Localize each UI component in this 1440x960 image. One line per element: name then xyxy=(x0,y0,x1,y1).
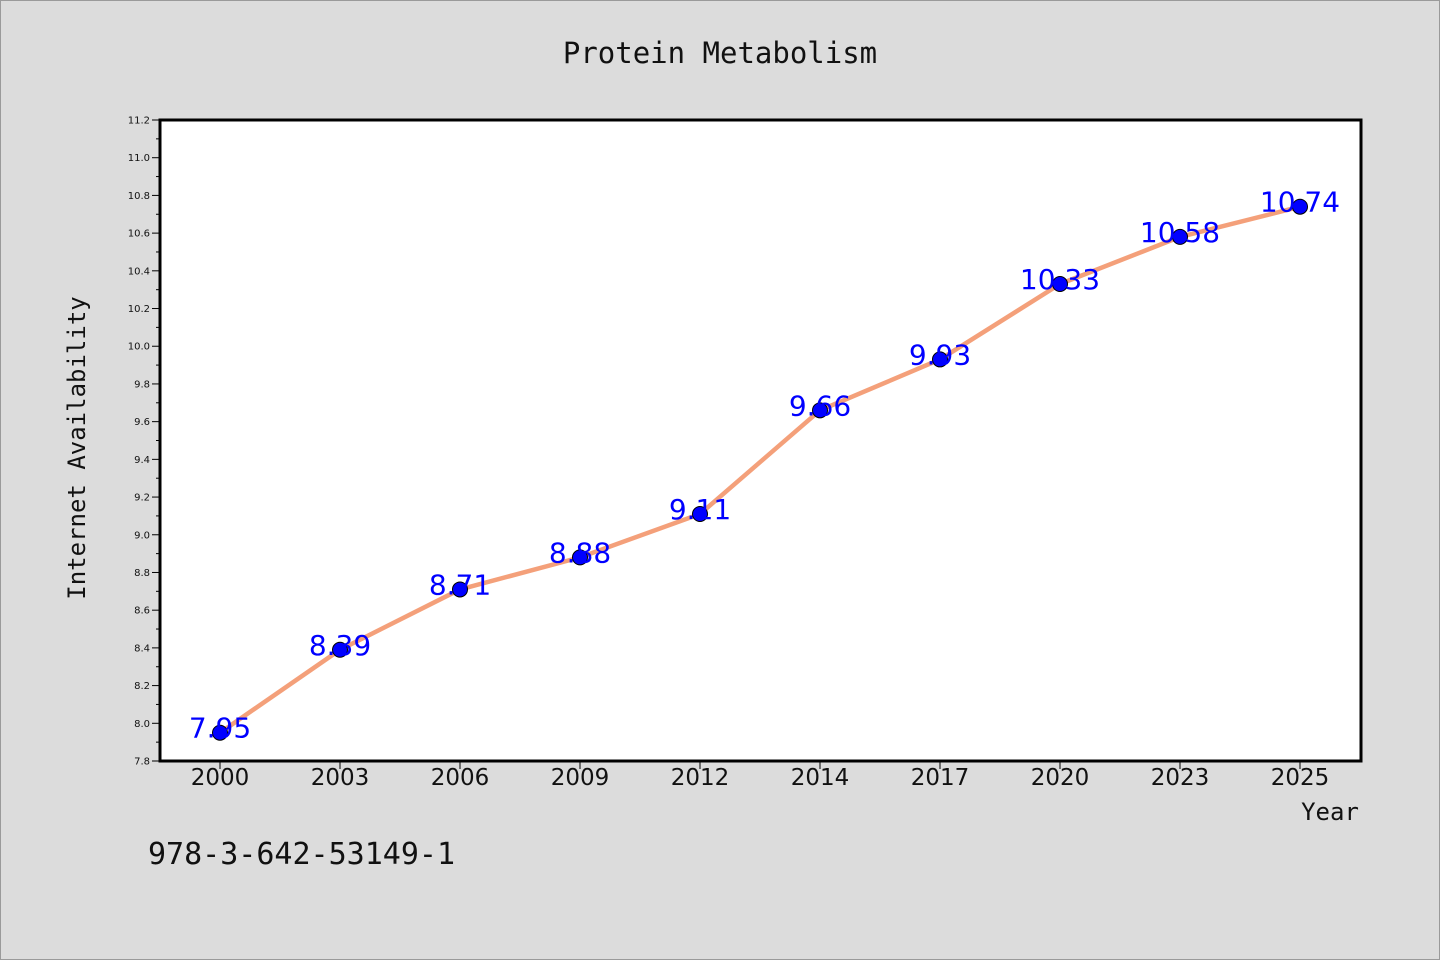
y-tick-label: 10.2 xyxy=(128,304,150,315)
y-tick-label: 8.4 xyxy=(134,643,150,654)
x-axis-title: Year xyxy=(1301,798,1359,826)
data-point xyxy=(332,641,348,658)
data-point xyxy=(932,351,948,368)
data-point xyxy=(1172,228,1188,245)
data-label: 8.71 xyxy=(429,568,491,601)
y-tick-label: 8.2 xyxy=(134,681,150,692)
data-point xyxy=(812,402,828,419)
data-label: 9.93 xyxy=(909,338,971,371)
y-tick-label: 9.8 xyxy=(134,379,150,390)
x-axis: 2000 2003 2006 2009 2012 2014 2017 2020 2023 2025 xyxy=(191,761,1330,791)
y-tick-label: 10.4 xyxy=(128,266,150,277)
series-layer xyxy=(212,198,1308,741)
y-tick-label: 11.0 xyxy=(128,153,150,164)
y-tick-label: 8.8 xyxy=(134,568,150,579)
x-tick-label: 2012 xyxy=(671,765,730,791)
y-axis: 7.8 8.0 8.2 8.4 8.6 8.8 9.0 9.2 9.4 9.6 9.8 10.0 10.… xyxy=(128,116,160,768)
data-label: 10.58 xyxy=(1140,216,1220,249)
y-tick-label: 9.4 xyxy=(134,455,150,466)
y-tick-label: 9.2 xyxy=(134,493,150,504)
y-tick-label: 11.2 xyxy=(128,116,150,127)
data-labels: 7.95 8.39 8.71 8.88 9.11 9.66 9.93 10.33 10.58 10… xyxy=(189,186,1340,745)
y-axis-title: Internet Availability xyxy=(63,296,91,599)
x-tick-label: 2014 xyxy=(791,765,850,791)
data-point xyxy=(1292,198,1308,215)
isbn-label: 978-3-642-53149-1 xyxy=(148,837,455,872)
data-label: 10.74 xyxy=(1260,186,1340,219)
y-tick-label: 7.8 xyxy=(134,757,150,768)
x-tick-label: 2020 xyxy=(1031,765,1090,791)
plot-area xyxy=(158,118,1363,763)
x-tick-label: 2006 xyxy=(431,765,490,791)
data-point xyxy=(572,549,588,566)
series-line xyxy=(218,204,1301,735)
x-tick-label: 2000 xyxy=(191,765,250,791)
x-tick-label: 2025 xyxy=(1271,765,1330,791)
y-tick-label: 10.6 xyxy=(128,229,150,240)
y-tick-label: 9.0 xyxy=(134,530,150,541)
data-label: 9.66 xyxy=(789,389,851,422)
data-label: 8.39 xyxy=(309,629,371,662)
x-tick-label: 2017 xyxy=(911,765,970,791)
x-tick-label: 2003 xyxy=(311,765,370,791)
data-label: 7.95 xyxy=(189,712,251,745)
y-tick-label: 8.6 xyxy=(134,606,150,617)
data-label: 8.88 xyxy=(549,536,611,569)
data-point xyxy=(452,581,468,598)
y-tick-label: 10.0 xyxy=(128,342,150,353)
chart-title: Protein Metabolism xyxy=(563,36,877,70)
data-label: 9.11 xyxy=(669,493,731,526)
y-tick-label: 8.0 xyxy=(134,719,150,730)
data-point xyxy=(1052,276,1068,293)
data-label: 10.33 xyxy=(1020,263,1100,296)
y-tick-label: 10.8 xyxy=(128,191,150,202)
data-point xyxy=(692,506,708,523)
x-tick-label: 2023 xyxy=(1151,765,1210,791)
data-point xyxy=(212,724,228,741)
y-tick-label: 9.6 xyxy=(134,417,150,428)
x-tick-label: 2009 xyxy=(551,765,610,791)
